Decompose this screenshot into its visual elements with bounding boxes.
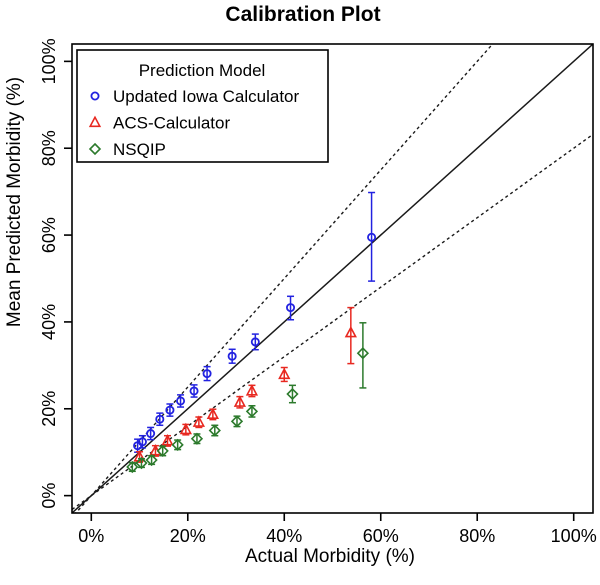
- data-point-triangle: [344, 325, 357, 338]
- y-tick-label: 20%: [39, 391, 59, 427]
- error-bar: [203, 365, 211, 382]
- data-point-circle: [155, 414, 165, 424]
- legend-item-updated-iowa-calculator: Updated Iowa Calculator: [90, 87, 300, 106]
- y-tick-label: 100%: [39, 38, 59, 84]
- data-point-diamond: [208, 424, 221, 437]
- data-point-diamond: [171, 438, 184, 451]
- data-point-triangle: [278, 367, 291, 380]
- y-axis-label: Mean Predicted Morbidity (%): [4, 77, 25, 327]
- legend-item-label: NSQIP: [113, 140, 166, 159]
- series-nsqip: [126, 322, 370, 474]
- plot-frame: [71, 43, 594, 514]
- data-point-circle: [146, 429, 156, 439]
- legend-item-label: ACS-Calculator: [113, 114, 230, 133]
- data-point-circle: [189, 386, 199, 396]
- data-point-triangle: [233, 395, 247, 407]
- error-bar: [347, 306, 355, 365]
- data-point-circle: [202, 369, 212, 379]
- data-point-diamond: [126, 460, 139, 474]
- x-tick-label: 0%: [78, 526, 104, 546]
- data-point-circle: [250, 337, 260, 347]
- data-point-triangle: [161, 434, 174, 446]
- data-point-diamond: [245, 405, 259, 418]
- y-tick-label: 40%: [39, 304, 59, 340]
- triangle-icon: [88, 115, 102, 128]
- error-bar: [251, 333, 259, 351]
- legend-item-nsqip: NSQIP: [88, 140, 166, 159]
- x-axis-label: Actual Morbidity (%): [245, 546, 415, 567]
- series-acs-calculator: [133, 306, 357, 463]
- x-tick-label: 100%: [551, 526, 597, 546]
- x-tick-label: 60%: [363, 526, 399, 546]
- data-point-triangle: [245, 384, 259, 396]
- x-tick-label: 80%: [459, 526, 495, 546]
- data-point-diamond: [190, 432, 204, 445]
- data-point-diamond: [156, 444, 169, 458]
- legend: Prediction Model Updated Iowa Calculator A…: [76, 49, 329, 163]
- data-point-diamond: [356, 347, 370, 360]
- data-point-circle: [137, 437, 147, 447]
- data-point-diamond: [135, 456, 148, 470]
- diamond-icon: [88, 142, 102, 156]
- data-point-triangle: [192, 415, 206, 427]
- error-bar: [287, 295, 295, 321]
- error-bar: [368, 191, 376, 282]
- identity-line: [72, 44, 593, 513]
- legend-box: [76, 49, 329, 163]
- circle-icon: [90, 91, 100, 101]
- legend-item-label: Updated Iowa Calculator: [113, 87, 300, 106]
- y-axis: 0% 20% 40% 60% 80% 100%: [39, 38, 72, 509]
- data-point-triangle: [179, 422, 192, 435]
- x-tick-label: 40%: [266, 526, 302, 546]
- legend-item-acs-calculator: ACS-Calculator: [88, 114, 230, 133]
- data-point-circle: [286, 303, 296, 313]
- x-tick-label: 20%: [170, 526, 206, 546]
- data-point-circle: [227, 351, 237, 361]
- error-bar: [228, 348, 236, 364]
- chart-title: Calibration Plot: [225, 3, 380, 26]
- data-point-circle: [367, 232, 377, 242]
- data-point-diamond: [286, 387, 299, 401]
- y-tick-label: 80%: [39, 130, 59, 166]
- data-point-diamond: [145, 453, 158, 467]
- legend-title: Prediction Model: [139, 61, 266, 80]
- data-point-diamond: [230, 415, 244, 428]
- x-axis: 0% 20% 40% 60% 80% 100%: [78, 513, 597, 546]
- y-tick-label: 60%: [39, 217, 59, 253]
- series-updated-iowa-calculator: [133, 191, 377, 453]
- data-point-triangle: [206, 407, 219, 420]
- data-point-circle: [165, 405, 175, 415]
- data-point-circle: [176, 396, 186, 406]
- error-bar: [359, 322, 367, 389]
- y-tick-label: 0%: [39, 483, 59, 509]
